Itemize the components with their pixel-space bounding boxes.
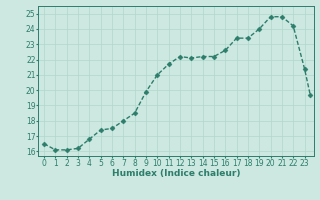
X-axis label: Humidex (Indice chaleur): Humidex (Indice chaleur): [112, 169, 240, 178]
